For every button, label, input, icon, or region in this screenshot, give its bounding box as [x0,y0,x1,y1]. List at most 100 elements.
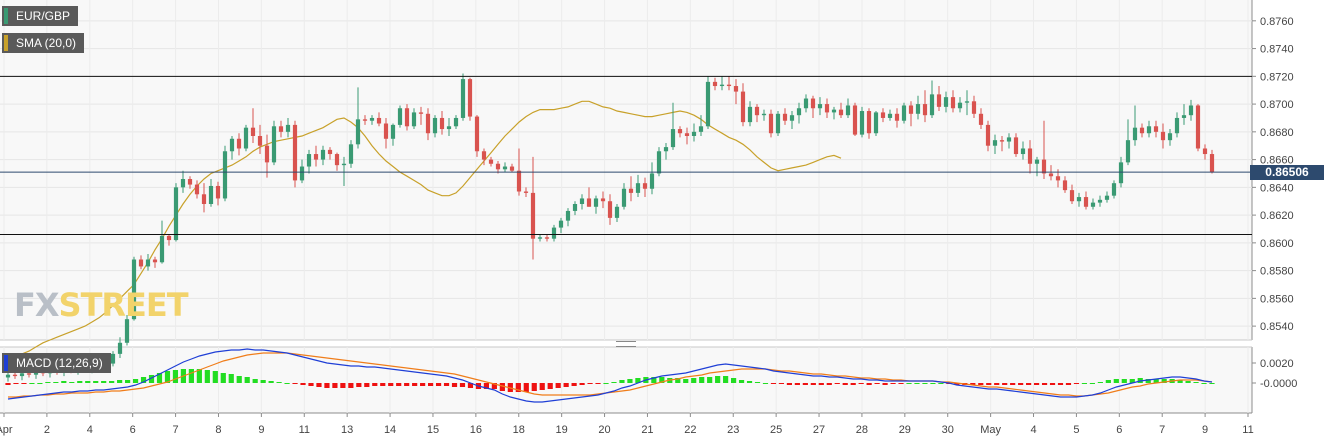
candle-body-down [642,183,648,189]
candle-body-down [544,237,550,239]
candle-body-down [250,127,256,136]
date-tick-label: 7 [1159,424,1165,436]
candle-body-down [1202,148,1208,155]
macd-hist-bar-neg [356,383,362,387]
candle-body-down [215,185,221,199]
date-tick-label: 4 [1030,424,1036,436]
macd-hist-bar-neg [1041,383,1048,385]
candle-body-down [264,145,270,163]
candle-body-down [495,163,501,170]
date-tick-label: 30 [942,424,954,436]
macd-hist-bar-pos [683,379,689,383]
candle-body-down [677,129,683,134]
price-tick-label: 0.8620 [1260,210,1294,222]
macd-hist-bar-neg [794,383,800,385]
macd-hist-bar-pos [1209,383,1215,384]
macd-hist-bar-pos [1153,379,1159,383]
macd-hist-bar-pos [1177,380,1183,383]
candle-body-up [222,151,228,199]
candle-body-up [803,98,809,109]
candle-body-up [446,126,452,130]
macd-hist-bar-neg [332,383,338,388]
candle-body-up [432,117,438,134]
candle-body-up [1034,159,1040,164]
price-tick-label: 0.8660 [1260,155,1294,167]
candle-body-up [901,105,907,121]
macd-hist-bar-neg [818,383,824,385]
macd-hist-bar-neg [491,383,497,389]
macd-hist-bar-neg [1033,383,1040,385]
macd-hist-bar-neg [348,383,354,388]
macd-hist-bar-neg [523,383,529,392]
symbol-chip[interactable]: EUR/GBP [2,6,79,26]
macd-hist-bar-pos [268,381,274,383]
candle-body-up [1174,117,1180,134]
candle-body-up [845,105,851,116]
candle-body-down [684,133,690,136]
macd-hist-bar-neg [898,383,904,384]
candle-body-down [26,373,32,375]
macd-chip[interactable]: MACD (12,26,9) [2,353,111,373]
macd-hist-bar-pos [101,381,107,383]
macd-hist-bar-neg [858,383,864,384]
macd-hist-bar-pos [140,377,147,383]
candle-body-down [467,79,473,117]
macd-hist-bar-neg [13,383,19,384]
macd-hist-bar-pos [252,379,258,383]
macd-hist-bar-neg [970,383,976,385]
candle-body-down [327,149,333,155]
price-tick-label: 0.8600 [1260,238,1294,250]
candle-body-down [1062,180,1068,191]
panel-resize-handle[interactable] [616,341,636,347]
candle-body-up [1188,105,1194,116]
macd-hist-bar-neg [1049,383,1056,385]
candle-body-up [1146,126,1152,134]
candle-body-up [929,94,935,116]
sma-chip[interactable]: SMA (20,0) [2,33,85,53]
macd-hist-bar-pos [938,383,944,384]
macd-label: MACD (12,26,9) [16,356,103,370]
candle-body-up [124,319,130,343]
macd-layer [5,348,1215,403]
candle-body-down [194,184,200,195]
date-tick-label: Apr [0,424,13,436]
candle-body-up [285,124,291,132]
macd-hist-bar-neg [834,383,840,384]
macd-hist-bar-neg [435,383,442,386]
candle-body-up [180,179,186,188]
candle-body-down [733,86,739,92]
macd-hist-bar-pos [715,376,721,383]
candle-body-up [397,108,403,125]
candle-body-up [859,111,865,135]
candle-body-up [1125,140,1131,163]
date-tick-label: 23 [727,424,739,436]
candle-body-down [838,109,844,116]
candle-body-down [824,104,830,113]
candle-body-up [747,106,753,123]
candle-body-down [985,124,991,146]
candle-body-down [523,191,529,193]
candle-body-up [243,127,249,149]
candle-body-down [257,136,263,146]
macd-hist-bar-pos [1081,383,1088,384]
macd-hist-bar-pos [156,373,163,383]
macd-hist-bar-neg [428,383,434,386]
macd-hist-bar-pos [260,380,266,383]
candle-body-up [5,374,11,378]
candle-body-up [145,259,151,267]
macd-hist-bar-neg [459,383,466,387]
candle-body-up [887,113,893,118]
macd-hist-bar-neg [412,383,418,386]
macd-hist-bar-neg [340,383,346,388]
macd-hist-bar-neg [842,383,848,385]
candle-body-up [593,198,599,207]
macd-hist-bar-pos [1113,379,1119,383]
candle-body-up [943,97,949,107]
macd-hist-bar-neg [292,383,298,384]
candle-body-down [313,154,319,160]
macd-hist-bar-neg [978,383,984,385]
macd-hist-bar-neg [770,383,777,384]
macd-hist-bar-neg [994,383,1000,385]
candle-body-down [516,170,522,192]
date-tick-label: 28 [856,424,868,436]
